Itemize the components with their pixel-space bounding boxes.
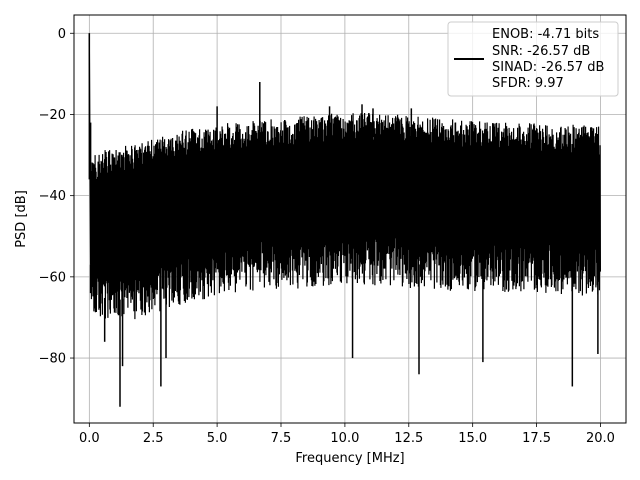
x-tick-label: 10.0: [330, 431, 359, 446]
x-tick-label: 5.0: [207, 431, 228, 446]
legend: ENOB: -4.71 bits SNR: -26.57 dB SINAD: -…: [447, 21, 619, 97]
psd-line: [88, 33, 601, 320]
y-ticks: 0 −20 −40 −60 −80: [39, 27, 74, 367]
legend-snr: SNR: -26.57 dB: [492, 44, 590, 59]
x-tick-label: 7.5: [271, 431, 292, 446]
y-tick-label: −60: [39, 270, 66, 285]
x-tick-label: 2.5: [143, 431, 164, 446]
x-ticks: 0.0 2.5 5.0 7.5 10.0 12.5 15.0 17.5 20.0: [79, 423, 615, 446]
plot-frame: [73, 14, 627, 424]
psd-trace: [88, 33, 601, 407]
legend-enob: ENOB: -4.71 bits: [492, 27, 599, 42]
y-tick-label: 0: [58, 27, 66, 42]
x-tick-label: 15.0: [458, 431, 487, 446]
legend-box: [447, 21, 619, 97]
y-tick-label: −80: [39, 352, 66, 367]
x-tick-label: 17.5: [522, 431, 551, 446]
y-tick-label: −40: [39, 189, 66, 204]
x-tick-label: 12.5: [394, 431, 423, 446]
x-tick-label: 20.0: [586, 431, 615, 446]
x-tick-label: 0.0: [79, 431, 100, 446]
x-axis-title: Frequency [MHz]: [295, 451, 404, 466]
y-tick-label: −20: [39, 108, 66, 123]
y-axis-title: PSD [dB]: [14, 190, 29, 248]
legend-sfdr: SFDR: 9.97: [492, 76, 564, 91]
legend-sinad: SINAD: -26.57 dB: [492, 60, 604, 75]
